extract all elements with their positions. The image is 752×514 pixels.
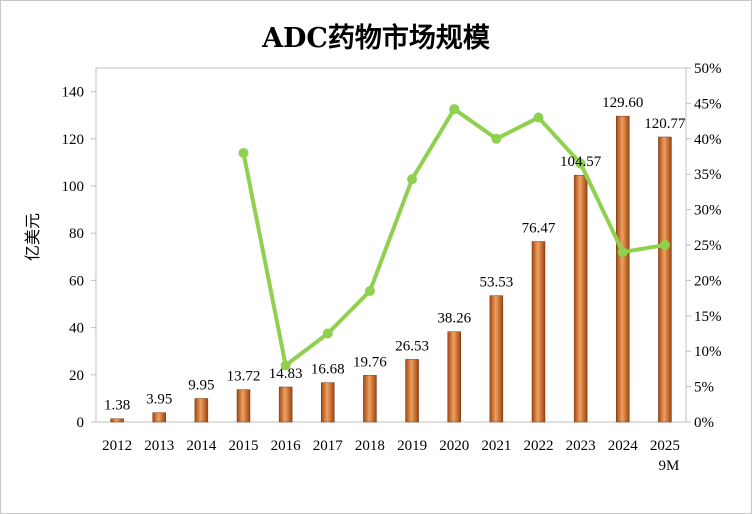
right-axis-tick-label: 50% [694,61,722,77]
left-axis-tick-label: 100 [62,179,85,195]
right-axis-tick-label: 45% [694,96,722,112]
right-axis-tick-label: 25% [694,238,722,254]
x-axis-tick-label: 2017 [313,438,344,454]
x-axis-tick-label: 2025 [650,438,680,454]
bar-data-label: 1.38 [104,398,130,414]
bar [278,386,293,423]
right-axis-tick-label: 30% [694,203,722,219]
left-axis-tick-label: 140 [62,85,85,101]
growth-line-point [491,133,502,144]
left-axis-tick-label: 60 [69,273,84,289]
growth-line [241,107,667,368]
bar-data-label: 13.72 [227,369,261,385]
x-axis-tick-label: 2019 [397,438,427,454]
right-axis-tick-label: 15% [694,309,722,325]
bar [447,331,461,423]
bar [152,412,166,423]
bar [616,115,630,423]
bar [489,295,504,423]
x-axis-tick-label: 2012 [102,438,132,454]
bar-data-label: 76.47 [522,221,556,237]
bar-data-label: 104.57 [560,154,602,170]
bar [194,398,209,423]
growth-line-point [407,174,418,185]
bar [405,359,419,423]
x-axis-tick-label: 2018 [355,438,385,454]
bar [531,241,546,423]
right-axis-tick-label: 5% [694,380,714,396]
growth-line-point [449,104,460,115]
right-axis-tick-label: 40% [694,132,722,148]
right-axis-tick-label: 0% [694,415,714,431]
bar-data-label: 38.26 [437,311,471,327]
bar [658,136,672,423]
bar-data-label: 14.83 [269,366,303,382]
growth-line-point [238,147,249,158]
growth-line-point [322,328,333,339]
left-axis-tick-label: 80 [69,226,84,242]
growth-line-point [533,112,544,123]
x-axis-tick-label: 2020 [439,438,469,454]
growth-line-point [364,286,375,297]
bar [236,389,251,423]
left-axis-title: 亿美元 [23,213,42,261]
plot-area-border [95,67,687,423]
bar-data-label: 9.95 [188,378,214,394]
left-axis-tick-label: 40 [69,321,84,337]
bar-data-label: 16.68 [311,362,345,378]
growth-line-point [659,240,670,250]
left-axis-tick-label: 20 [69,368,84,384]
left-axis-tick-label: 120 [62,132,85,148]
growth-line-point [280,360,291,371]
bar-data-label: 120.77 [644,116,686,132]
x-axis-tick-label: 9M [659,458,680,474]
right-axis-tick-label: 10% [694,344,722,360]
right-axis-tick-label: 35% [694,167,722,183]
x-axis-tick-label: 2013 [144,438,174,454]
bar [363,375,377,423]
bar [573,174,588,423]
x-axis-tick-label: 2022 [524,438,554,454]
right-axis-tick-label: 20% [694,273,722,289]
left-axis-tick-label: 0 [77,415,85,431]
x-axis-tick-label: 2024 [608,438,639,454]
bar-data-label: 3.95 [146,392,172,408]
bar [110,418,124,423]
x-axis-tick-label: 2015 [229,438,259,454]
bar-data-label: 53.53 [479,275,513,291]
x-axis-tick-label: 2016 [271,438,302,454]
x-axis-tick-label: 2014 [186,438,217,454]
bar-data-label: 129.60 [602,95,643,111]
bar [321,382,335,423]
x-axis-tick-label: 2023 [566,438,596,454]
bar-data-label: 26.53 [395,338,429,354]
bar-data-label: 19.76 [353,354,387,370]
growth-line-point [617,247,628,258]
growth-line-point [575,158,586,169]
chart-title: ADC药物市场规模 [262,23,490,54]
x-axis-tick-label: 2021 [481,438,511,454]
